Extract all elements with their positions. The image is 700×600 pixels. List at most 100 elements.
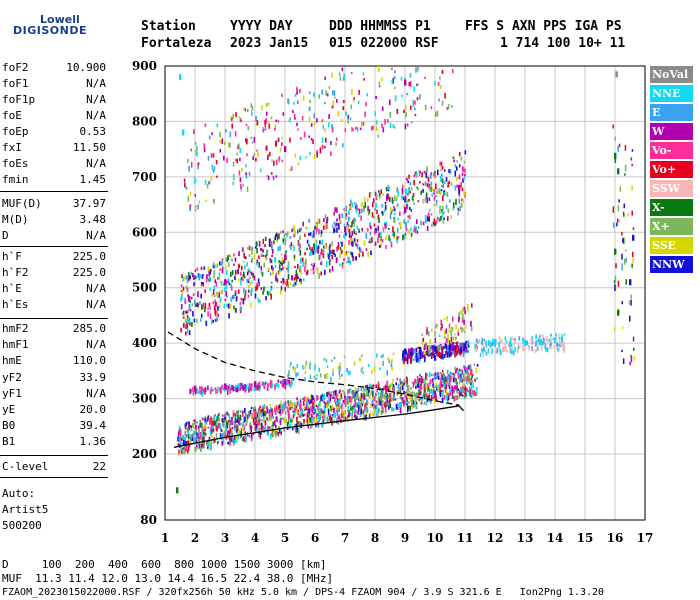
trace-point [474,378,476,383]
trace-point [291,417,294,423]
trace-point [182,442,184,446]
trace-point [239,183,242,189]
trace-point [196,388,198,394]
trace-point [405,227,408,232]
trace-point [544,338,546,342]
trace-point [326,372,328,379]
trace-point [293,113,296,119]
trace-point [392,124,395,128]
trace-point [250,436,253,442]
trace-point [513,342,516,346]
param-row: hmF2 285.0 [2,322,106,338]
series-point [629,279,632,286]
trace-point [313,92,315,98]
trace-point [284,411,287,415]
trace-point [333,356,336,360]
trace-point [351,409,354,413]
trace-point [398,222,401,225]
trace-point [320,408,323,413]
trace-point [462,179,464,183]
trace-point [431,328,433,333]
trace-point [394,195,396,202]
trace-point [262,407,264,413]
trace-point [186,287,189,293]
trace-point [213,166,216,171]
trace-point [313,121,316,126]
trace-point [407,180,409,184]
trace-point [213,305,216,311]
trace-point [186,275,189,280]
trace-point [238,419,240,425]
trace-point [245,138,247,143]
trace-point [430,213,433,216]
trace-point [336,222,338,226]
trace-point [297,400,299,405]
trace-point [443,169,446,172]
trace-point [224,141,226,145]
trace-point [277,246,280,252]
separator [0,191,108,192]
trace-point [379,235,382,242]
trace-point [417,346,420,349]
trace-point [251,249,253,255]
trace-point [201,444,204,447]
trace-point [470,320,472,327]
trace-point [341,409,344,416]
trace-point [456,390,459,394]
trace-point [426,197,429,204]
trace-point [287,231,289,236]
trace-point [324,402,327,409]
trace-point [509,347,511,352]
trace-point [405,354,407,360]
trace-point [291,275,293,281]
trace-point [452,156,455,159]
trace-point [237,269,239,275]
trace-point [302,413,305,417]
trace-point [325,90,328,96]
trace-point [393,76,396,80]
trace-point [267,268,270,271]
trace-point [349,412,351,416]
trace-point [426,166,428,172]
trace-point [316,227,318,232]
trace-point [279,408,281,414]
trace-point [434,221,437,226]
trace-point [408,214,411,220]
series-point [284,146,287,153]
trace-point [442,219,445,224]
trace-point [460,386,463,392]
trace-point [239,147,242,153]
trace-point [526,341,528,345]
trace-point [237,383,240,389]
trace-point [271,254,273,257]
trace-point [327,401,329,407]
trace-point [204,387,207,393]
trace-point [237,278,240,282]
trace-point [316,152,318,158]
trace-point [618,143,621,147]
trace-point [319,401,321,407]
series-point [188,295,191,302]
trace-point [559,343,561,348]
trace-point [353,414,356,418]
trace-point [261,408,263,413]
trace-point [313,245,315,251]
trace-point [397,190,399,197]
trace-point [378,85,381,88]
trace-point [447,397,450,401]
trace-point [462,344,465,348]
trace-point [186,279,189,284]
trace-point [339,362,341,369]
trace-point [516,348,519,354]
trace-point [363,392,365,398]
trace-point [362,251,364,257]
trace-point [351,89,353,95]
param-value: N/A [86,157,106,170]
trace-point [297,128,299,131]
trace-point [189,424,192,427]
trace-point [220,281,223,286]
trace-point [396,187,399,193]
legend-item-x-: X+ [650,218,693,235]
trace-point [457,370,459,375]
trace-point [284,287,286,292]
